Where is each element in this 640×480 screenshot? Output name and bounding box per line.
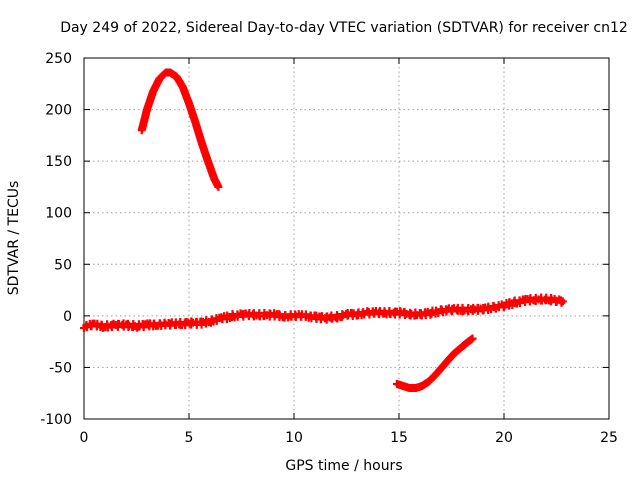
data-marker — [558, 297, 567, 306]
y-tick-label: -50 — [49, 360, 72, 376]
series-late-arc — [392, 334, 477, 393]
y-tick-label: 250 — [45, 51, 72, 67]
y-tick-labels: -100 -50 0 50 100 150 200 250 — [40, 51, 72, 428]
y-tick-label: 150 — [45, 154, 72, 170]
x-axis-label: GPS time / hours — [285, 458, 402, 474]
series-main-trace — [80, 293, 567, 332]
x-tick-label: 25 — [600, 430, 618, 446]
x-tick-label: 10 — [285, 430, 303, 446]
y-tick-label: 200 — [45, 103, 72, 119]
plot-frame — [83, 57, 610, 420]
data-marker — [468, 334, 477, 343]
y-tick-label: 50 — [54, 257, 72, 273]
x-tick-label: 20 — [495, 430, 513, 446]
grid-lines — [84, 58, 609, 419]
chart-title: Day 249 of 2022, Sidereal Day-to-day VTE… — [60, 20, 628, 36]
data-markers — [80, 68, 567, 393]
plot-border — [83, 57, 610, 420]
series-early-arc — [137, 68, 223, 191]
y-axis-label: SDTVAR / TECUs — [6, 181, 22, 296]
y-tick-label: -100 — [40, 412, 72, 428]
data-marker — [214, 182, 223, 191]
x-tick-label: 15 — [390, 430, 408, 446]
axis-ticks — [83, 57, 610, 420]
y-tick-label: 0 — [63, 309, 72, 325]
x-tick-label: 5 — [185, 430, 194, 446]
y-tick-label: 100 — [45, 206, 72, 222]
x-tick-label: 0 — [80, 430, 89, 446]
x-tick-labels: 0 5 10 15 20 25 — [80, 430, 618, 446]
